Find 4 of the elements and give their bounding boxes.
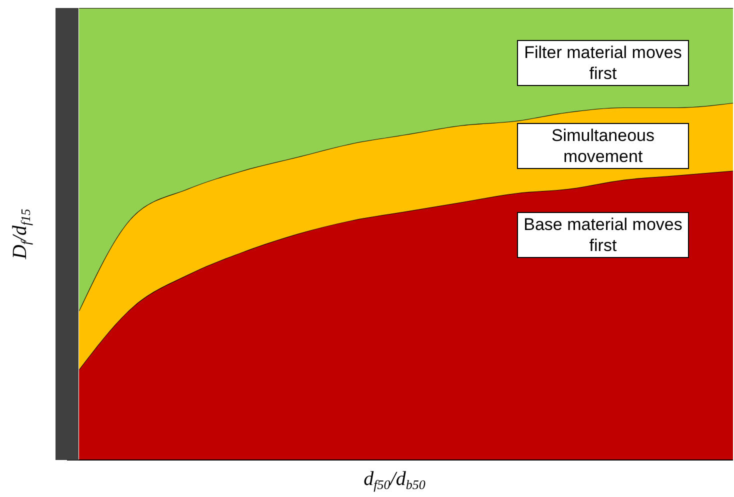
text-box: Simultaneous movement bbox=[517, 123, 689, 169]
text-box: Filter material moves first bbox=[517, 40, 689, 86]
text-box: Base material moves first bbox=[517, 212, 689, 258]
x-axis-title: d$_{f50}$/d$_{b50}$ bbox=[364, 468, 426, 492]
